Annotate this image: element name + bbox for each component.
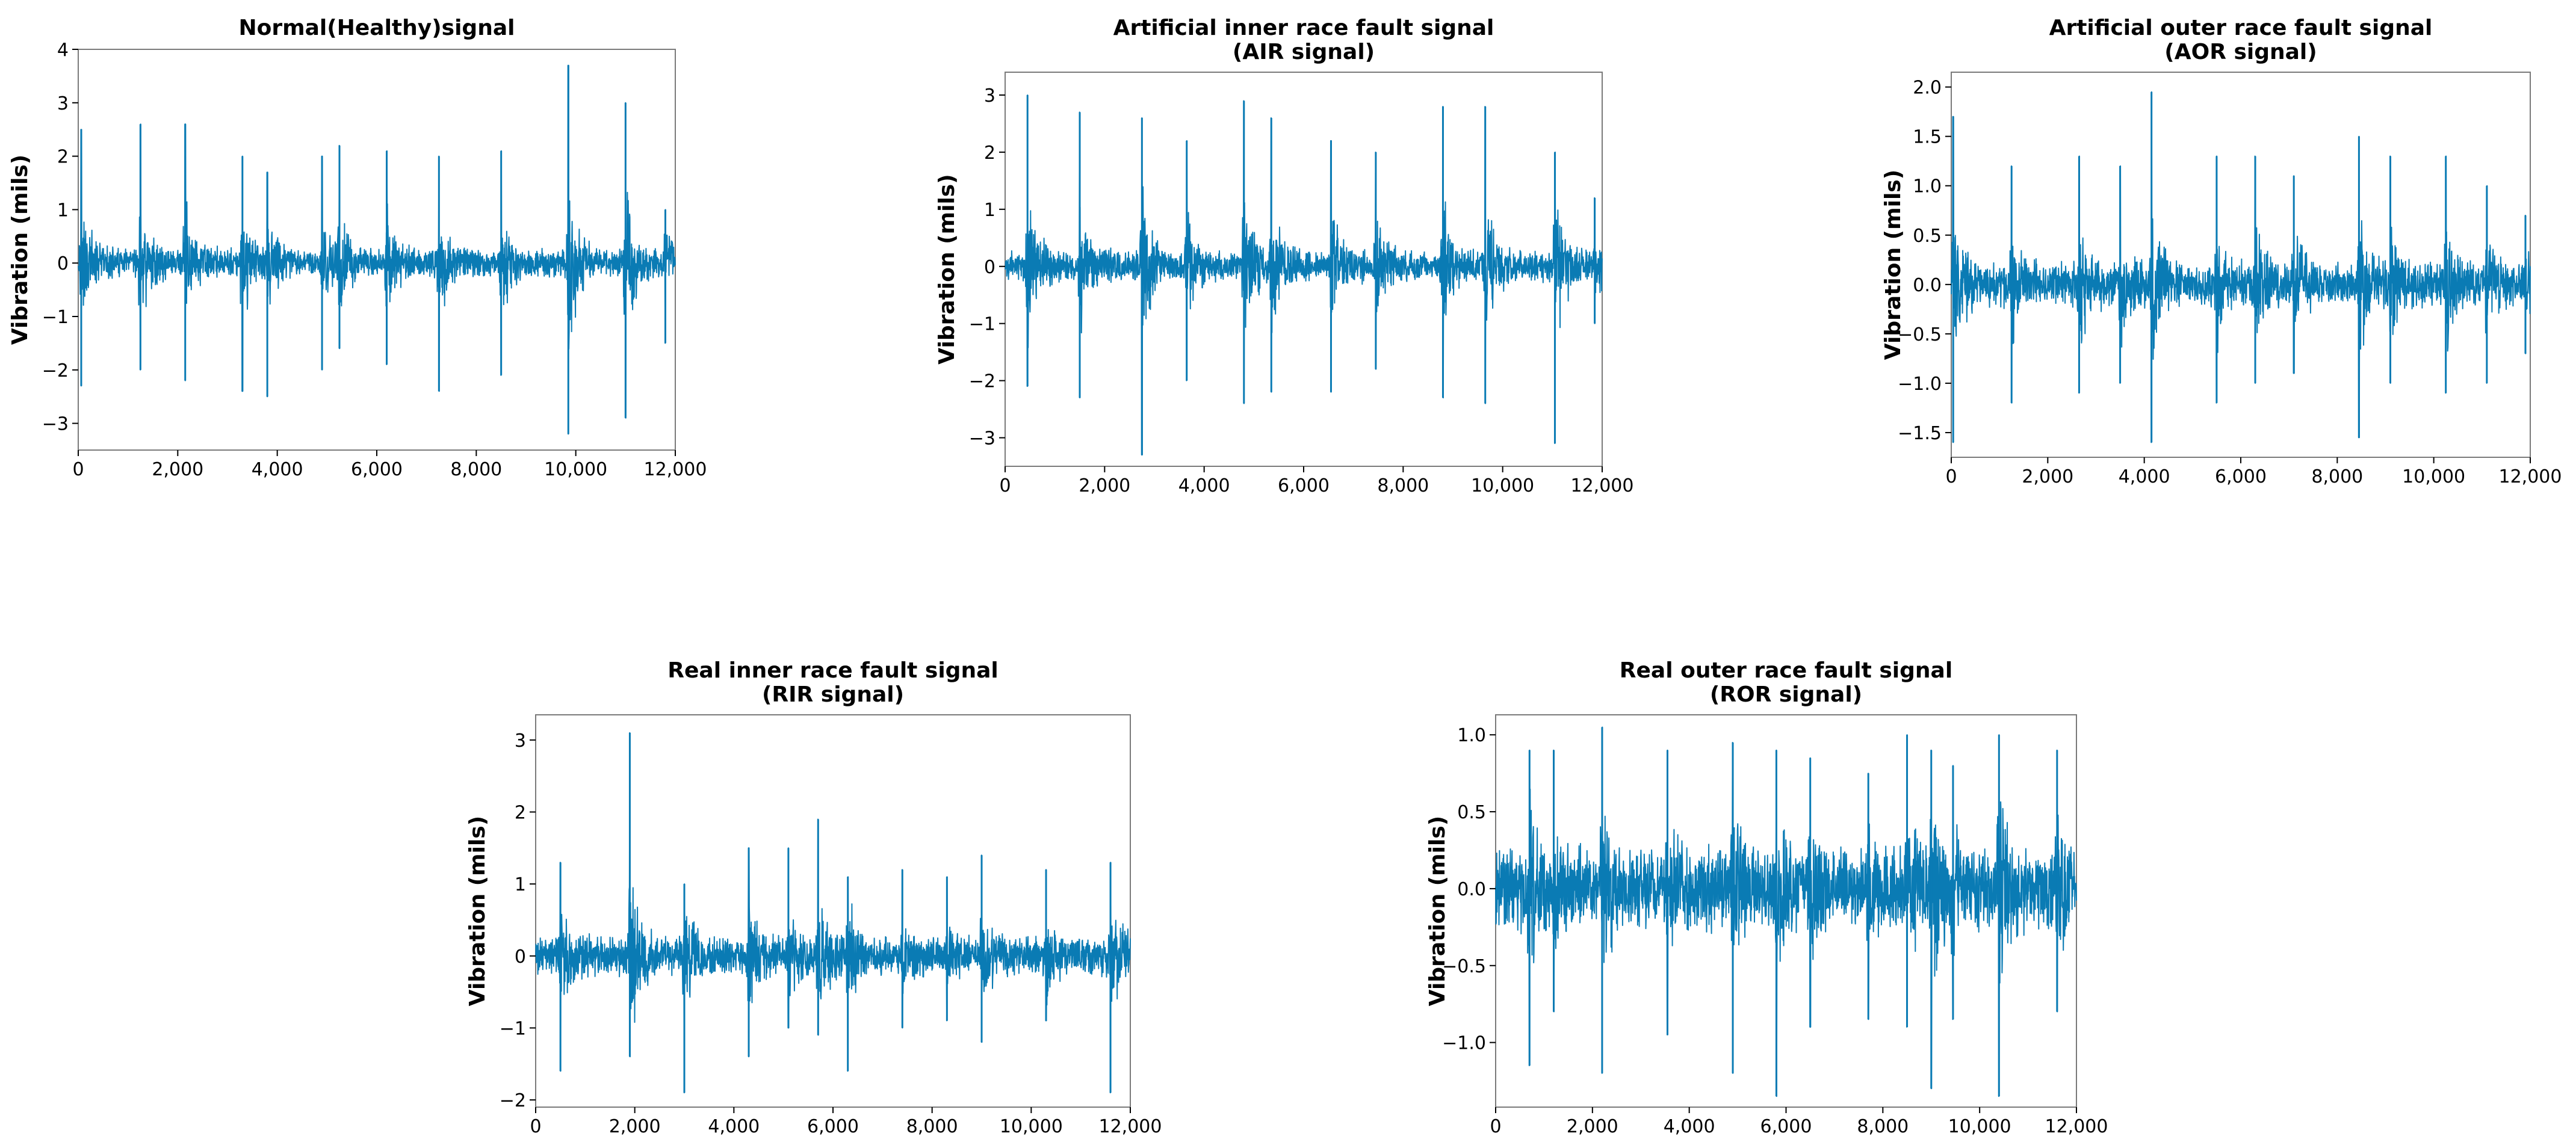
signal-series <box>1005 94 1603 455</box>
chart-title-line: (AOR signal) <box>2164 40 2317 64</box>
y-tick-label: −1 <box>500 1018 526 1039</box>
y-tick-label: 1 <box>57 200 69 221</box>
y-tick-label: 3 <box>57 93 69 114</box>
x-tick-label: 2,000 <box>1567 1116 1618 1136</box>
x-tick-label: 4,000 <box>252 459 303 480</box>
x-tick-label: 12,000 <box>644 459 707 480</box>
x-tick-label: 10,000 <box>2402 466 2465 487</box>
y-tick-label: −0.5 <box>1442 956 1486 977</box>
y-axis-label: Vibration (mils) <box>1425 816 1450 1006</box>
chart-title-line: Real outer race fault signal <box>1620 658 1952 683</box>
y-tick-label: 3 <box>984 85 995 106</box>
x-tick-label: 6,000 <box>1760 1116 1812 1136</box>
y-tick-label: −1.0 <box>1898 374 1942 395</box>
chart-title-line: (ROR signal) <box>1710 682 1862 707</box>
x-tick-label: 2,000 <box>609 1116 661 1136</box>
y-tick-label: 1.0 <box>1913 176 1942 197</box>
x-tick-label: 6,000 <box>2215 466 2267 487</box>
chart-title-line: Real inner race fault signal <box>667 658 998 683</box>
y-tick-label: −1 <box>969 314 995 335</box>
x-tick-label: 8,000 <box>1857 1116 1909 1136</box>
x-tick-label: 0 <box>72 459 84 480</box>
y-tick-label: 0 <box>57 253 69 274</box>
x-tick-label: 12,000 <box>2045 1116 2108 1136</box>
y-axis-label: Vibration (mils) <box>935 174 959 364</box>
y-tick-label: 2.0 <box>1913 78 1942 99</box>
y-tick-label: 1.0 <box>1457 725 1486 746</box>
chart-panel-4: 0 2,000 4,000 6,000 8,000 10,000 12,000 −2 −1 0 1 2… <box>465 658 1162 1136</box>
y-tick-label: 2 <box>515 803 526 824</box>
y-tick-label: −2 <box>500 1090 526 1111</box>
y-tick-label: −3 <box>42 414 69 435</box>
chart-title-line: Normal(Healthy)signal <box>239 16 515 40</box>
y-tick-label: 2 <box>984 143 995 164</box>
x-tick-label: 4,000 <box>2119 466 2170 487</box>
x-tick-label: 12,000 <box>2499 466 2562 487</box>
chart-panel-2: 0 2,000 4,000 6,000 8,000 10,000 12,000 −3 −2 −1 0… <box>935 16 1633 496</box>
signal-series <box>78 64 676 435</box>
x-tick-label: 2,000 <box>1079 475 1130 496</box>
signal-series <box>1951 91 2531 443</box>
y-tick-label: −2 <box>42 360 69 381</box>
x-tick-label: 10,000 <box>1000 1116 1063 1136</box>
chart-title-line: (RIR signal) <box>762 682 904 707</box>
chart-title-line: Artificial outer race fault signal <box>2049 16 2433 40</box>
y-tick-label: −2 <box>969 371 995 392</box>
y-tick-label: 0.5 <box>1913 226 1942 247</box>
x-tick-label: 0 <box>1945 466 1957 487</box>
x-tick-label: 6,000 <box>807 1116 859 1136</box>
x-tick-label: 0 <box>1490 1116 1501 1136</box>
y-axis-label: Vibration (mils) <box>1881 170 1906 360</box>
y-tick-label: 1 <box>515 874 526 895</box>
y-tick-label: 1 <box>984 200 995 221</box>
chart-title-line: (AIR signal) <box>1233 40 1375 64</box>
signal-series <box>1495 726 2077 1097</box>
y-tick-label: 0.0 <box>1913 275 1942 296</box>
chart-panel-1: 0 2,000 4,000 6,000 8,000 10,000 12,000 −3 −2 −1 0… <box>8 16 707 480</box>
x-tick-label: 12,000 <box>1571 475 1634 496</box>
y-tick-label: −3 <box>969 428 995 449</box>
y-tick-label: −1.5 <box>1898 423 1942 444</box>
x-tick-label: 10,000 <box>544 459 607 480</box>
y-tick-label: 3 <box>515 730 526 752</box>
x-tick-label: 8,000 <box>2311 466 2363 487</box>
x-tick-label: 0 <box>530 1116 541 1136</box>
y-tick-label: 0 <box>984 257 995 278</box>
x-tick-label: 4,000 <box>1664 1116 1715 1136</box>
y-axis-label: Vibration (mils) <box>8 155 33 345</box>
chart-panel-5: 0 2,000 4,000 6,000 8,000 10,000 12,000 −1.0 −0.… <box>1425 658 2108 1136</box>
x-tick-label: 4,000 <box>1178 475 1230 496</box>
x-tick-label: 2,000 <box>2022 466 2073 487</box>
signal-series <box>535 732 1131 1094</box>
x-tick-label: 10,000 <box>1948 1116 2011 1136</box>
plot-area <box>1951 72 2531 458</box>
x-tick-label: 6,000 <box>1278 475 1330 496</box>
x-tick-label: 0 <box>999 475 1011 496</box>
plot-area <box>535 714 1131 1108</box>
x-tick-label: 8,000 <box>906 1116 958 1136</box>
x-tick-label: 2,000 <box>152 459 203 480</box>
x-tick-label: 8,000 <box>450 459 502 480</box>
y-tick-label: 0.5 <box>1457 802 1486 823</box>
y-tick-label: −1 <box>42 307 69 328</box>
y-tick-label: 1.5 <box>1913 127 1942 148</box>
y-tick-label: 4 <box>57 40 69 61</box>
y-tick-label: −1.0 <box>1442 1033 1486 1054</box>
x-tick-label: 6,000 <box>351 459 403 480</box>
x-tick-label: 10,000 <box>1471 475 1534 496</box>
y-tick-label: 0.0 <box>1457 879 1486 900</box>
y-axis-label: Vibration (mils) <box>465 816 490 1006</box>
y-tick-label: 0 <box>515 946 526 968</box>
y-tick-label: −0.5 <box>1898 324 1942 345</box>
x-tick-label: 12,000 <box>1099 1116 1162 1136</box>
x-tick-label: 4,000 <box>708 1116 760 1136</box>
chart-title-line: Artificial inner race fault signal <box>1113 16 1494 40</box>
y-tick-label: 2 <box>57 147 69 168</box>
chart-panel-3: 0 2,000 4,000 6,000 8,000 10,000 12,000 −1.5 −1.… <box>1881 16 2562 487</box>
x-tick-label: 8,000 <box>1377 475 1429 496</box>
